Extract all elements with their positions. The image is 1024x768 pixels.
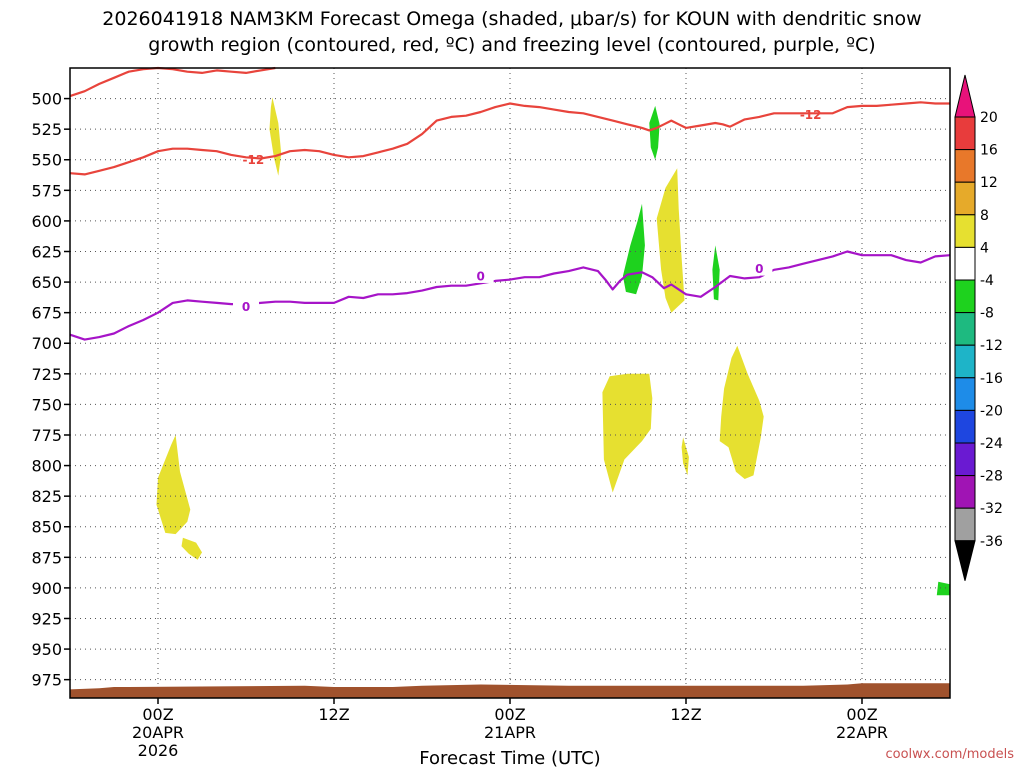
x-tick-label-0-2: 2026 [138,741,179,760]
y-tick-label-14: 850 [31,518,62,537]
omega-region-1 [156,435,191,535]
x-tick-label-1-0: 12Z [318,705,349,724]
colorbar: 20 16 12 8 4 -4 -8 -12 -16 -20 -24 -28 -32 -36 [954,74,1003,581]
colorbar-label-3: 8 [980,208,989,224]
omega-region-7 [649,105,660,160]
colorbar-label-2: 12 [980,175,998,191]
contour-label-2-1: 0 [476,269,484,283]
colorbar-segment-6 [954,279,976,314]
contour-label-bg-2-0 [233,299,259,314]
contour-line-0 [69,66,276,98]
colorbar-label-5: -4 [980,273,994,289]
terrain-layer [70,683,950,698]
colorbar-segment-8 [954,344,976,379]
colorbar-segment-13 [954,507,976,542]
colorbar-segment-1 [954,116,976,151]
colorbar-label-4: 4 [980,240,989,256]
chart-title-line2: growth region (contoured, red, ºC) and f… [148,34,875,56]
omega-shading-layer [156,97,950,596]
omega-region-5 [681,437,689,476]
colorbar-segment-12 [954,475,976,509]
y-tick-label-19: 975 [31,671,62,690]
x-axis-label: Forecast Time (UTC) [419,748,600,768]
colorbar-segment-5 [954,246,976,281]
contour-layer: -12 -12 0 0 0 [69,66,951,341]
colorbar-segment-11 [954,442,976,477]
credit-text: coolwx.com/models [885,747,1014,762]
x-tick-label-4-1: 22APR [836,723,888,742]
omega-region-10 [936,581,950,596]
contour-label-0-1: -12 [800,108,822,122]
omega-region-3 [656,168,685,313]
y-tick-label-9: 725 [31,365,62,384]
chart-title-line1: 2026041918 NAM3KM Forecast Omega (shaded… [102,8,921,30]
y-tick-label-12: 800 [31,457,62,476]
y-tick-label-2: 550 [31,151,62,170]
colorbar-segment-9 [954,377,976,411]
y-tick-label-11: 775 [31,426,62,445]
y-tick-label-7: 675 [31,304,62,323]
terrain-fill [70,683,950,698]
contour-line-2 [69,250,951,341]
colorbar-segment-3 [954,181,976,216]
contour-label-bg-2-1 [467,268,494,283]
y-tick-label-15: 875 [31,548,62,567]
colorbar-label-13: -36 [980,534,1003,550]
omega-region-2 [181,537,202,560]
y-tick-label-3: 575 [31,181,62,200]
y-axis: 500 525 550 575 600 625 650 675 700 725 750 775 800 8… [31,90,70,690]
contour-label-bg-2-2 [746,261,773,276]
omega-region-6 [719,345,764,479]
y-tick-label-16: 900 [31,579,62,598]
contour-label-bg-0-1 [797,107,824,122]
omega-region-4 [602,373,653,493]
x-tick-label-4-0: 00Z [846,705,877,724]
y-tick-label-10: 750 [31,395,62,414]
y-tick-label-17: 925 [31,609,62,628]
x-tick-label-0-0: 00Z [142,705,173,724]
x-tick-label-0-1: 20APR [132,723,184,742]
contour-label-2-2: 0 [755,262,763,276]
y-tick-label-18: 950 [31,640,62,659]
colorbar-bottom-arrow [954,540,976,581]
colorbar-label-9: -20 [980,403,1003,419]
contour-label-0-0: -12 [242,153,264,167]
contour-label-bg-0-0 [240,152,267,167]
plot-area: -12 -12 0 0 0 [69,66,951,699]
y-tick-label-13: 825 [31,487,62,506]
colorbar-segment-10 [954,409,976,444]
colorbar-label-6: -8 [980,306,994,322]
x-tick-label-2-1: 21APR [484,723,536,742]
colorbar-label-12: -32 [980,501,1003,517]
y-tick-label-1: 525 [31,120,62,139]
colorbar-segment-4 [954,214,976,248]
colorbar-label-7: -12 [980,338,1003,354]
colorbar-label-10: -24 [980,436,1003,452]
colorbar-label-8: -16 [980,371,1003,387]
grid-layer [70,68,950,698]
y-tick-label-6: 650 [31,273,62,292]
x-tick-label-2-0: 00Z [494,705,525,724]
colorbar-label-11: -28 [980,469,1003,485]
x-tick-label-3-0: 12Z [670,705,701,724]
contour-label-2-0: 0 [242,300,250,314]
colorbar-top-arrow [954,74,976,118]
colorbar-label-0: 20 [980,110,998,126]
colorbar-segment-2 [954,149,976,183]
contour-line-1 [69,101,950,176]
y-tick-label-5: 625 [31,242,62,261]
y-tick-label-4: 600 [31,212,62,231]
colorbar-label-1: 16 [980,143,998,159]
y-tick-label-0: 500 [31,90,62,109]
colorbar-segment-7 [954,312,976,346]
y-tick-label-8: 700 [31,334,62,353]
